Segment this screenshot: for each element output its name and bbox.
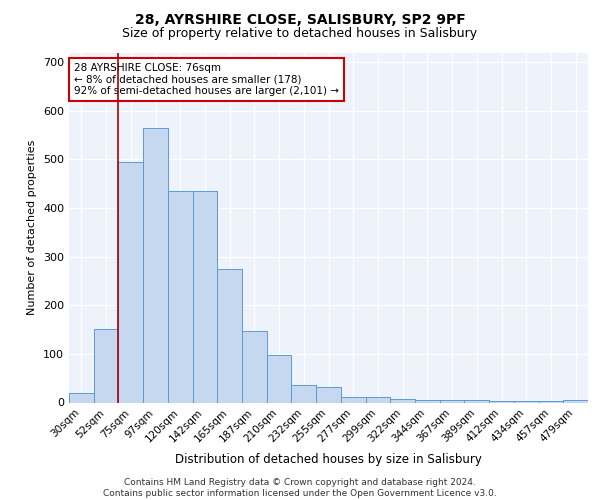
Text: 28 AYRSHIRE CLOSE: 76sqm
← 8% of detached houses are smaller (178)
92% of semi-d: 28 AYRSHIRE CLOSE: 76sqm ← 8% of detache…	[74, 63, 339, 96]
Y-axis label: Number of detached properties: Number of detached properties	[28, 140, 37, 315]
Bar	[563, 400, 588, 402]
Text: 28, AYRSHIRE CLOSE, SALISBURY, SP2 9PF: 28, AYRSHIRE CLOSE, SALISBURY, SP2 9PF	[134, 12, 466, 26]
Bar	[514, 401, 539, 402]
Bar	[69, 393, 94, 402]
Bar	[118, 162, 143, 402]
Bar	[168, 191, 193, 402]
Bar	[242, 330, 267, 402]
X-axis label: Distribution of detached houses by size in Salisbury: Distribution of detached houses by size …	[175, 452, 482, 466]
Bar	[440, 400, 464, 402]
Bar	[489, 401, 514, 402]
Bar	[292, 386, 316, 402]
Bar	[217, 269, 242, 402]
Bar	[143, 128, 168, 402]
Bar	[316, 387, 341, 402]
Bar	[390, 398, 415, 402]
Bar	[341, 396, 365, 402]
Bar	[193, 191, 217, 402]
Bar	[464, 400, 489, 402]
Bar	[539, 401, 563, 402]
Bar	[415, 400, 440, 402]
Text: Contains HM Land Registry data © Crown copyright and database right 2024.
Contai: Contains HM Land Registry data © Crown c…	[103, 478, 497, 498]
Bar	[267, 356, 292, 403]
Text: Size of property relative to detached houses in Salisbury: Size of property relative to detached ho…	[122, 28, 478, 40]
Bar	[365, 396, 390, 402]
Bar	[94, 328, 118, 402]
